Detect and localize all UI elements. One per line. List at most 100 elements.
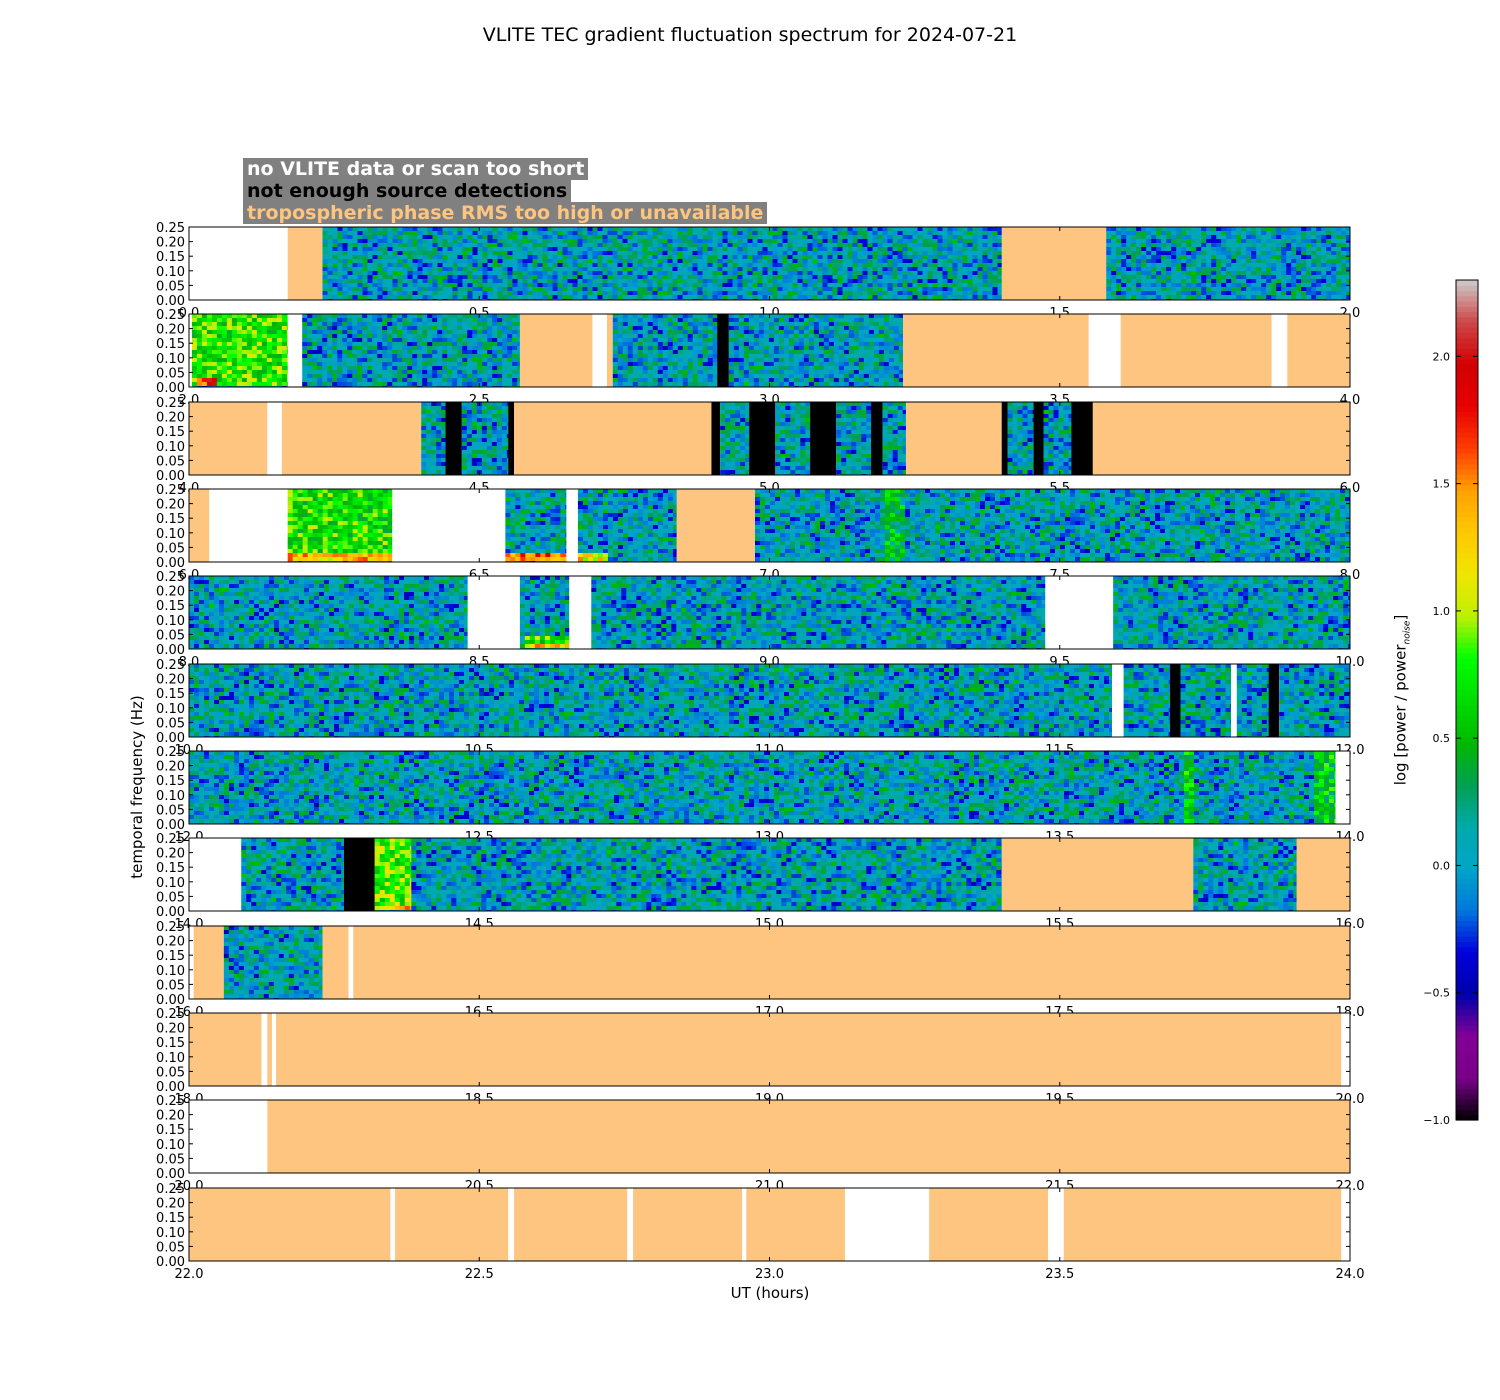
data-segment <box>591 576 1046 650</box>
y-tick-label: 0.10 <box>156 789 185 804</box>
x-tick-label: 22.0 <box>175 1267 204 1282</box>
data-segment <box>1193 838 1297 912</box>
data-segment <box>882 402 907 476</box>
y-tick-label: 0.20 <box>156 760 185 775</box>
data-segment <box>1113 576 1351 650</box>
no-detections-segment <box>445 402 462 475</box>
no-data-segment <box>592 314 607 387</box>
y-tick-label: 0.25 <box>156 1182 185 1197</box>
no-detections-segment <box>1170 664 1181 737</box>
no-data-segment <box>467 576 520 649</box>
y-tick-label: 0.25 <box>156 920 185 935</box>
no-data-segment <box>508 1188 515 1261</box>
colorbar-tick-label: −1.0 <box>1423 1114 1450 1127</box>
y-tick-label: 0.20 <box>156 935 185 950</box>
data-segment <box>1236 664 1270 738</box>
no-detections-segment <box>810 402 837 475</box>
colorbar-label: log [power / powernoise] <box>1392 615 1413 786</box>
data-segment <box>189 751 1336 825</box>
no-detections-segment <box>711 402 721 475</box>
data-segment <box>191 314 289 388</box>
data-segment <box>836 402 872 476</box>
data-segment <box>322 227 1003 301</box>
y-tick-label: 0.05 <box>156 541 185 556</box>
panel-7: 0.000.050.100.150.200.2512.012.513.013.5… <box>156 745 1364 845</box>
panel-6: 0.000.050.100.150.200.2510.010.511.011.5… <box>156 658 1364 758</box>
y-tick-label: 0.10 <box>156 527 185 542</box>
panel-3: 0.000.050.100.150.200.254.04.55.05.56.0 <box>156 396 1360 496</box>
no-data-segment <box>566 489 578 562</box>
tropo-segment <box>903 314 1089 387</box>
tropo-segment <box>1001 227 1107 300</box>
panel-9: 0.000.050.100.150.200.2516.016.517.017.5… <box>156 920 1364 1020</box>
no-data-segment <box>348 926 354 999</box>
tropo-segment <box>1120 314 1272 387</box>
tropo-segment <box>287 227 323 300</box>
y-tick-label: 0.25 <box>156 1007 185 1022</box>
data-segment <box>223 926 323 1000</box>
y-tick-label: 0.15 <box>156 337 185 352</box>
x-axis-label: UT (hours) <box>0 1284 1500 1302</box>
no-data-segment <box>742 1188 747 1261</box>
y-tick-label: 0.20 <box>156 1109 185 1124</box>
no-data-segment <box>1271 314 1288 387</box>
tropo-segment <box>676 489 755 562</box>
tropo-segment <box>281 402 422 475</box>
tropo-segment <box>929 1188 1049 1261</box>
tropo-segment <box>193 926 224 999</box>
colorbar: −1.0 −0.5 0.0 0.5 1.0 1.5 2.0 <box>1423 279 1479 1127</box>
no-data-segment <box>569 576 592 649</box>
y-tick-label: 0.25 <box>156 483 185 498</box>
y-tick-label: 0.10 <box>156 1138 185 1153</box>
tropo-segment <box>1287 314 1350 387</box>
colorbar-tick-label: 2.0 <box>1433 350 1451 363</box>
no-data-segment <box>627 1188 634 1261</box>
data-segment <box>411 838 1003 912</box>
y-tick-label: 0.10 <box>156 1051 185 1066</box>
data-segment <box>1180 664 1232 738</box>
no-data-segment <box>1341 1188 1350 1261</box>
tropo-segment <box>1063 1188 1342 1261</box>
tropo-segment <box>519 314 593 387</box>
y-tick-label: 0.20 <box>156 498 185 513</box>
y-tick-label: 0.15 <box>156 1211 185 1226</box>
data-segment <box>1007 402 1035 476</box>
no-data-segment <box>1088 314 1121 387</box>
data-segment <box>287 489 393 563</box>
no-data-segment <box>272 1013 277 1086</box>
y-tick-label: 0.05 <box>156 1152 185 1167</box>
y-tick-label: 0.20 <box>156 323 185 338</box>
y-tick-label: 0.10 <box>156 440 185 455</box>
y-tick-label: 0.10 <box>156 964 185 979</box>
data-segment <box>374 838 412 912</box>
no-data-segment <box>209 489 288 562</box>
colorbar-tick-label: 1.0 <box>1433 605 1451 618</box>
tropo-segment <box>189 489 210 562</box>
y-tick-label: 0.25 <box>156 658 185 673</box>
tropo-segment <box>905 402 1002 475</box>
y-tick-label: 0.15 <box>156 774 185 789</box>
x-tick-label: 23.5 <box>1045 1267 1074 1282</box>
no-detections-segment <box>1033 402 1044 475</box>
y-tick-label: 0.05 <box>156 628 185 643</box>
y-tick-label: 0.05 <box>156 978 185 993</box>
tropo-segment <box>353 926 1350 999</box>
panel-2: 0.000.050.100.150.200.252.0 2.5 3.0 3.5 4.0 <box>156 308 1360 408</box>
y-tick-label: 0.25 <box>156 570 185 585</box>
no-data-segment <box>1335 751 1350 824</box>
colorbar-tick-label: 1.5 <box>1433 478 1451 491</box>
no-data-segment <box>1341 1013 1350 1086</box>
y-tick-label: 0.15 <box>156 512 185 527</box>
no-data-segment <box>392 489 506 562</box>
y-tick-label: 0.05 <box>156 366 185 381</box>
y-tick-label: 0.05 <box>156 1240 185 1255</box>
y-tick-label: 0.10 <box>156 1226 185 1241</box>
y-axis-label: temporal frequency (Hz) <box>128 695 146 879</box>
y-tick-label: 0.20 <box>156 673 185 688</box>
tropo-segment <box>746 1188 845 1261</box>
tropo-segment <box>395 1188 509 1261</box>
panel-10: 0.000.050.100.150.200.2518.018.519.019.5… <box>156 1007 1364 1107</box>
